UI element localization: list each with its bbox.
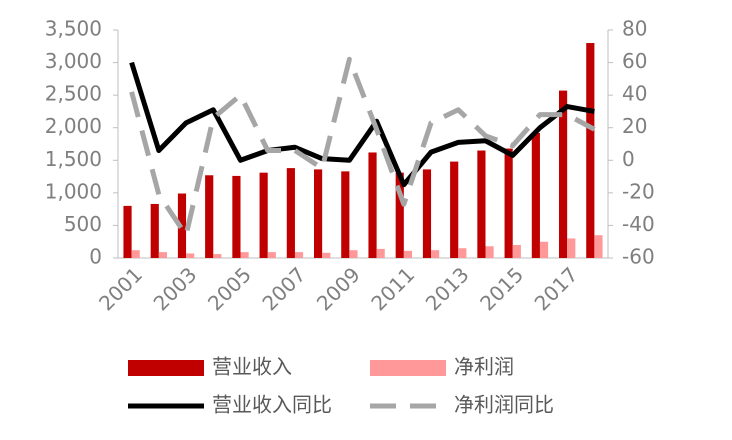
bar (539, 241, 549, 258)
legend-label: 净利润同比 (454, 393, 554, 417)
bar (186, 253, 195, 258)
y2-tick-label: -60 (622, 245, 655, 269)
y2-tick-label: -40 (622, 212, 655, 236)
y2-tick-label: 20 (622, 114, 647, 138)
bar (504, 148, 513, 258)
bar (158, 252, 167, 258)
bar (213, 254, 222, 258)
bar (131, 250, 140, 258)
bar (477, 150, 486, 258)
bar (314, 169, 323, 258)
legend-label: 营业收入同比 (212, 393, 332, 417)
y2-tick-label: 40 (622, 82, 647, 106)
bar (341, 171, 350, 258)
bar (322, 252, 331, 258)
bar (531, 132, 540, 258)
line-series (129, 56, 596, 238)
bar (240, 252, 249, 258)
y2-tick-label: 80 (622, 17, 647, 41)
x-tick-label: 2017 (530, 262, 583, 315)
legend-swatch (370, 360, 446, 376)
bar (559, 90, 568, 258)
bar (567, 238, 576, 258)
bar (512, 244, 521, 258)
bar (422, 169, 432, 258)
x-tick-label: 2001 (94, 262, 147, 315)
legend-label: 营业收入 (212, 355, 292, 379)
bar (267, 252, 276, 258)
y2-tick-label: 60 (622, 49, 647, 73)
bar (294, 252, 304, 258)
y2-tick-label: 0 (622, 147, 635, 171)
x-tick-label: 2009 (312, 262, 365, 315)
legend-swatch (128, 360, 204, 376)
x-tick-label: 2011 (366, 262, 419, 315)
bar (349, 250, 358, 258)
y-tick-label: 500 (64, 212, 102, 236)
bar (259, 172, 268, 258)
x-tick-label: 2003 (149, 262, 202, 315)
bar (450, 161, 459, 258)
y-tick-label: 2,500 (45, 82, 102, 106)
bar (458, 248, 467, 258)
y-tick-label: 1,000 (45, 179, 102, 203)
y-tick-label: 1,500 (45, 147, 102, 171)
y-tick-label: 3,500 (45, 17, 102, 41)
bar (232, 175, 241, 258)
bar (205, 175, 214, 258)
bar (286, 168, 295, 258)
bar (368, 152, 377, 258)
x-tick-label: 2007 (257, 262, 310, 315)
x-tick-label: 2005 (203, 262, 256, 315)
y2-tick-label: -20 (622, 179, 655, 203)
bar (594, 235, 603, 258)
x-tick-label: 2015 (475, 262, 528, 315)
bar (376, 248, 385, 258)
bar (485, 246, 494, 258)
y-tick-label: 2,000 (45, 114, 102, 138)
x-tick-label: 2013 (421, 262, 474, 315)
bar (403, 250, 412, 258)
legend-label: 净利润 (454, 355, 514, 379)
y-tick-label: 3,000 (45, 49, 102, 73)
y-tick-label: 0 (89, 245, 102, 269)
bar (123, 205, 132, 258)
bar (150, 203, 159, 258)
bar (395, 172, 404, 258)
bar (586, 43, 595, 259)
line-series (129, 61, 595, 188)
bar (431, 250, 440, 258)
